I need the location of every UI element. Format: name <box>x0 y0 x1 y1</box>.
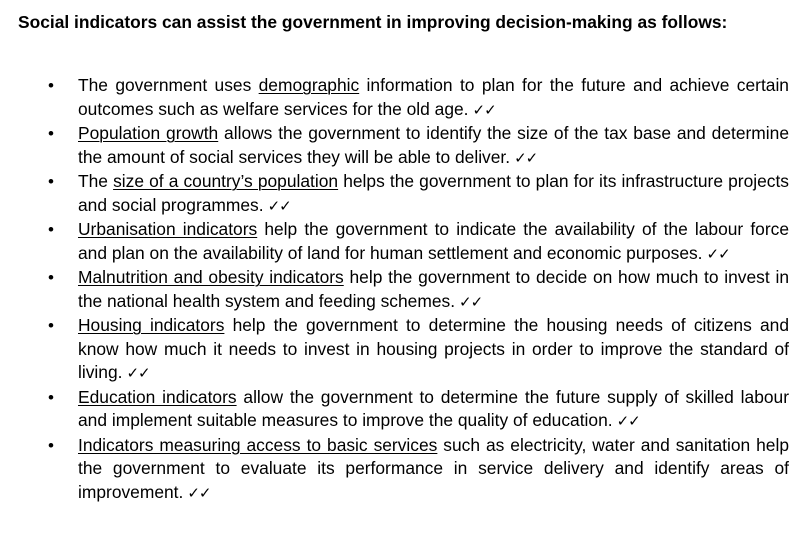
underlined-term: Indicators measuring access to basic ser… <box>78 434 438 455</box>
item-text-before: The <box>78 171 114 191</box>
bullet-icon: • <box>48 172 54 191</box>
tick-marks-icon: ✓✓ <box>616 412 641 430</box>
tick-marks-icon: ✓✓ <box>706 244 731 263</box>
bullet-icon: • <box>48 220 54 239</box>
bullet-icon: • <box>48 316 54 335</box>
section-heading: Social indicators can assist the governm… <box>18 12 728 32</box>
underlined-term: Population growth <box>78 123 219 143</box>
tick-marks-icon: ✓✓ <box>187 483 211 502</box>
underlined-term: demographic <box>258 75 360 95</box>
item-text-after: information to plan for the future and a… <box>78 75 789 119</box>
item-text-before: The government uses <box>78 75 259 95</box>
item-text-after: such as electricity, water and sanitatio… <box>78 434 789 502</box>
list-item: • Education indicators allow the governm… <box>0 386 789 434</box>
underlined-term: size of a country’s population <box>113 171 339 191</box>
list-item: • Housing indicators help the government… <box>0 314 789 386</box>
list-item: • Indicators measuring access to basic s… <box>0 434 789 506</box>
underlined-term: Education indicators <box>78 386 237 407</box>
item-text-after: allows the government to identify the si… <box>78 123 789 167</box>
list-item: • Urbanisation indicators help the gover… <box>0 218 789 266</box>
bullet-icon: • <box>48 268 54 287</box>
underlined-term: Housing indicators <box>78 315 225 335</box>
item-text-after: help the government to indicate the avai… <box>78 219 789 263</box>
tick-marks-icon: ✓✓ <box>514 148 538 167</box>
bullet-icon: • <box>48 435 54 455</box>
underlined-term: Malnutrition and obesity indicators <box>78 267 344 287</box>
list-item: • The size of a country’s population hel… <box>0 170 789 218</box>
list-item: • The government uses demographic inform… <box>0 74 789 122</box>
item-text-after: help the government to decide on how muc… <box>78 267 790 311</box>
item-text-after: helps the government to plan for its inf… <box>78 171 790 215</box>
item-text-after: allow the government to determine the fu… <box>78 386 790 431</box>
bullet-icon: • <box>48 124 54 143</box>
list-item: • Population growth allows the governmen… <box>0 122 789 170</box>
bullet-icon: • <box>48 387 54 407</box>
bullet-icon: • <box>48 76 54 95</box>
item-text-after: help the government to determine the hou… <box>78 315 789 382</box>
tick-marks-icon: ✓✓ <box>472 100 497 119</box>
tick-marks-icon: ✓✓ <box>267 196 292 215</box>
list-item: • Malnutrition and obesity indicators he… <box>0 266 789 314</box>
underlined-term: Urbanisation indicators <box>78 219 258 239</box>
tick-marks-icon: ✓✓ <box>126 364 150 382</box>
tick-marks-icon: ✓✓ <box>459 292 483 311</box>
indicator-list: • The government uses demographic inform… <box>0 74 812 505</box>
